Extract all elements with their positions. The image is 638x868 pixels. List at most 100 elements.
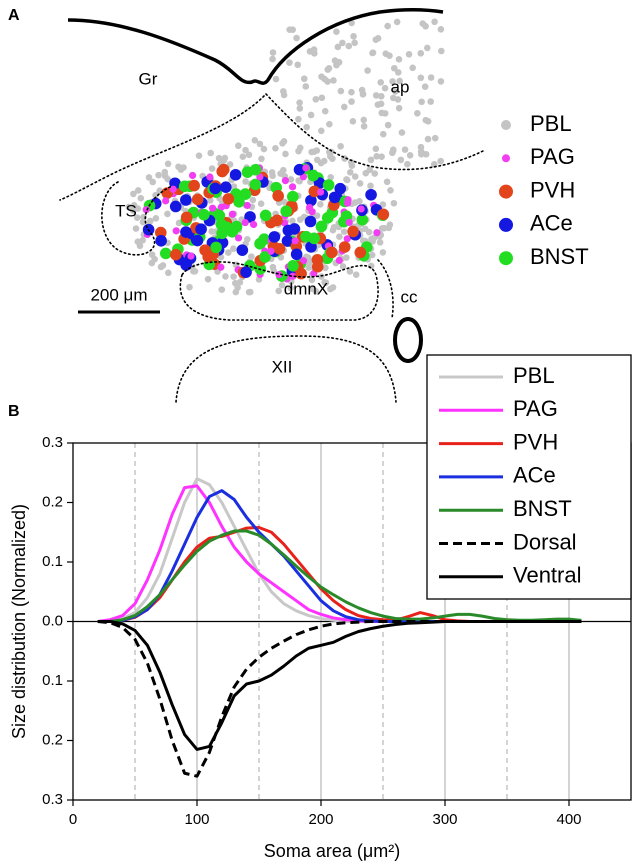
region-label: XII: [272, 357, 293, 376]
dot: [230, 245, 237, 252]
dot: [134, 238, 142, 245]
dot: [395, 104, 403, 112]
dot: [417, 74, 425, 82]
dot: [216, 227, 228, 240]
dot: [348, 88, 355, 96]
dot: [249, 196, 257, 204]
dot: [281, 198, 288, 206]
dmnx-outline: [179, 261, 379, 321]
dot: [422, 150, 430, 158]
dot: [382, 50, 390, 58]
dot: [234, 234, 243, 242]
dot: [334, 182, 347, 195]
dot: [169, 185, 177, 193]
dot: [351, 39, 358, 47]
dot: [188, 179, 200, 192]
chart: 0 100 200 300 400 0.3 0.2 0.1 0.0 0.1 0.2 0.3 Soma a…: [9, 354, 632, 861]
dot: [272, 190, 284, 202]
dot: [343, 176, 350, 183]
dot: [228, 210, 237, 218]
dot: [162, 197, 170, 205]
dot: [431, 134, 439, 142]
dot: [277, 170, 284, 177]
x-axis-label: Soma area (μm²): [264, 841, 400, 861]
dot: [271, 214, 283, 227]
dot: [169, 200, 182, 213]
dot: [379, 201, 387, 208]
legend-label: PBL: [530, 111, 572, 136]
dot: [222, 273, 229, 280]
dot: [295, 177, 302, 184]
dot: [249, 178, 262, 191]
dot: [343, 254, 350, 261]
dot: [243, 201, 251, 210]
dot: [249, 220, 258, 229]
dot: [330, 77, 337, 84]
diagram-legend: PBL PAG PVH ACe BNST: [499, 111, 589, 269]
brain-surface: [67, 7, 444, 85]
dot: [360, 116, 368, 124]
dot: [155, 234, 167, 247]
dot: [336, 233, 343, 240]
dot: [377, 92, 385, 100]
dot: [159, 262, 167, 269]
dot: [180, 211, 193, 224]
dot: [240, 266, 252, 278]
y-tick-label: 0.0: [42, 612, 63, 629]
dot: [187, 252, 195, 260]
region-label: Gr: [139, 69, 158, 88]
dot: [351, 173, 359, 180]
dot: [290, 248, 303, 261]
dot: [280, 205, 292, 218]
dot: [296, 216, 304, 223]
series-line: [97, 620, 582, 751]
dot: [239, 153, 247, 161]
dot: [313, 147, 321, 154]
dot: [396, 77, 403, 85]
dot: [231, 279, 239, 287]
dot: [206, 197, 214, 204]
dot: [431, 18, 438, 26]
dot: [152, 191, 159, 199]
dot: [287, 284, 294, 292]
legend-label: ACe: [513, 463, 556, 488]
dot: [387, 187, 394, 194]
dot: [317, 201, 324, 208]
plot-frame: [72, 442, 632, 801]
dot: [161, 172, 169, 180]
dot: [372, 92, 380, 99]
dot: [327, 173, 334, 181]
dot: [421, 83, 429, 90]
legend-dot: [499, 217, 513, 232]
dot: [249, 163, 262, 176]
dot: [372, 145, 380, 153]
dot: [180, 194, 192, 206]
dot: [281, 235, 294, 247]
dot: [295, 147, 302, 155]
dot: [418, 98, 425, 106]
dot: [282, 150, 289, 158]
dot: [409, 64, 416, 72]
dot: [313, 212, 321, 219]
dot: [414, 109, 421, 117]
dot: [195, 152, 203, 159]
dot: [287, 176, 295, 183]
dot: [348, 98, 355, 105]
dot: [344, 196, 352, 204]
dot: [350, 33, 357, 40]
dot: [230, 273, 237, 280]
dot: [133, 214, 141, 221]
dot: [258, 155, 265, 163]
dot: [371, 170, 379, 177]
dot: [360, 122, 368, 130]
dot: [379, 130, 387, 138]
dot: [318, 94, 326, 102]
dot: [327, 285, 334, 293]
dot: [330, 224, 338, 231]
dot: [437, 157, 444, 165]
dot: [129, 207, 137, 214]
region-label: TS: [115, 201, 137, 220]
dot: [337, 87, 345, 95]
dot: [305, 264, 313, 271]
dot: [383, 178, 391, 186]
